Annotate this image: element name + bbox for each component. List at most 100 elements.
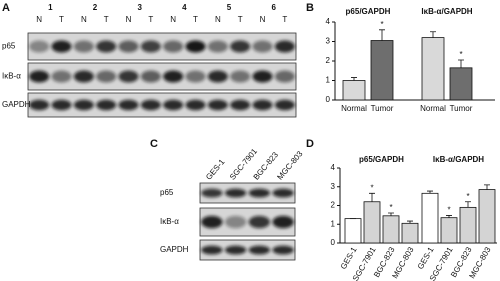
bar <box>342 80 366 101</box>
lane-label: GES-1 <box>204 157 227 182</box>
error-bar <box>369 192 375 202</box>
x-tick-label: Normal <box>420 104 446 113</box>
blot-band <box>140 40 161 53</box>
error-bar <box>484 184 490 190</box>
y-tick-label: 4 <box>331 163 336 172</box>
blot-band <box>118 40 139 53</box>
y-tick-label: 2 <box>326 56 331 65</box>
lane-type: T <box>104 15 109 24</box>
significance-mark: * <box>380 20 383 29</box>
blot-band <box>252 70 273 83</box>
lane-number: 5 <box>227 3 232 12</box>
blot-row-label: p65 <box>2 42 16 51</box>
blot-band <box>73 40 94 53</box>
blot-band <box>140 70 161 83</box>
blot-strip <box>199 182 296 204</box>
blot-band <box>230 99 251 111</box>
y-tick-label: 4 <box>326 17 331 26</box>
significance-mark: * <box>370 183 373 192</box>
blot-band <box>118 99 139 111</box>
lane-type: N <box>126 15 132 24</box>
blot-band <box>224 188 247 198</box>
x-tick-label: Normal <box>341 104 367 113</box>
blot-band <box>96 40 117 53</box>
blot-band <box>248 188 271 198</box>
lane-number: 3 <box>137 3 142 12</box>
panel-label: B <box>306 2 314 14</box>
blot-band <box>185 99 206 111</box>
lane-number: 4 <box>182 3 187 12</box>
bar <box>478 189 496 244</box>
bar <box>459 206 477 244</box>
y-tick-label: 3 <box>331 182 336 191</box>
blot-row-label: p65 <box>160 188 174 197</box>
blot-band <box>207 99 228 111</box>
lane-type: T <box>59 15 64 24</box>
error-bar <box>379 29 385 41</box>
bar <box>382 215 400 244</box>
lane-type: N <box>260 15 266 24</box>
blot-row-label: GAPDH <box>160 245 189 254</box>
error-bar <box>430 31 436 38</box>
blot-band <box>230 70 251 83</box>
bar <box>401 222 419 244</box>
blot-band <box>272 245 294 255</box>
lane-type: T <box>193 15 198 24</box>
lane-label: MGC-803 <box>275 149 305 182</box>
blot-band <box>96 70 117 83</box>
blot-band <box>274 70 295 83</box>
lane-type: N <box>215 15 221 24</box>
error-bar <box>407 220 413 224</box>
blot-band <box>272 188 294 198</box>
y-tick-label: 1 <box>331 219 336 228</box>
y-tick-label: 0 <box>331 238 336 247</box>
bar <box>449 67 473 101</box>
lane-number: 2 <box>93 3 98 12</box>
lane-number: 1 <box>48 3 53 12</box>
blot-band <box>163 70 184 83</box>
blot-band <box>201 245 223 255</box>
x-tick-label: Tumor <box>450 104 473 113</box>
blot-band <box>29 99 50 111</box>
significance-mark: * <box>466 192 469 201</box>
blot-band <box>185 40 206 53</box>
error-bar <box>458 59 464 68</box>
blot-band <box>248 215 271 229</box>
blot-band <box>118 70 139 83</box>
error-bar <box>446 215 452 218</box>
blot-band <box>252 40 273 53</box>
lane-type: N <box>170 15 176 24</box>
blot-band <box>163 99 184 111</box>
blot-band <box>201 188 223 198</box>
bar <box>440 217 458 244</box>
bar <box>363 201 381 244</box>
lane-type: N <box>81 15 87 24</box>
bar <box>370 40 394 101</box>
panel-label: C <box>150 138 158 150</box>
blot-band <box>274 40 295 53</box>
blot-band <box>248 245 271 255</box>
significance-mark: * <box>447 206 450 215</box>
blot-band <box>51 40 72 53</box>
y-tick-label: 3 <box>326 37 331 46</box>
blot-band <box>51 99 72 111</box>
significance-mark: * <box>389 203 392 212</box>
blot-row-label: IκB-α <box>2 72 21 81</box>
lane-number: 6 <box>271 3 276 12</box>
blot-band <box>96 99 117 111</box>
blot-band <box>224 245 247 255</box>
blot-band <box>185 70 206 83</box>
y-tick-label: 0 <box>326 95 331 104</box>
blot-band <box>163 40 184 53</box>
error-bar <box>351 77 357 81</box>
lane-type: N <box>36 15 42 24</box>
y-tick-label: 1 <box>326 76 331 85</box>
panel-label: A <box>2 2 10 14</box>
blot-row-label: IκB-α <box>160 217 179 226</box>
blot-band <box>252 99 273 111</box>
group-title: p65/GAPDH <box>359 155 404 164</box>
blot-band <box>73 99 94 111</box>
group-title: p65/GAPDH <box>346 7 391 16</box>
blot-strip <box>199 239 296 261</box>
